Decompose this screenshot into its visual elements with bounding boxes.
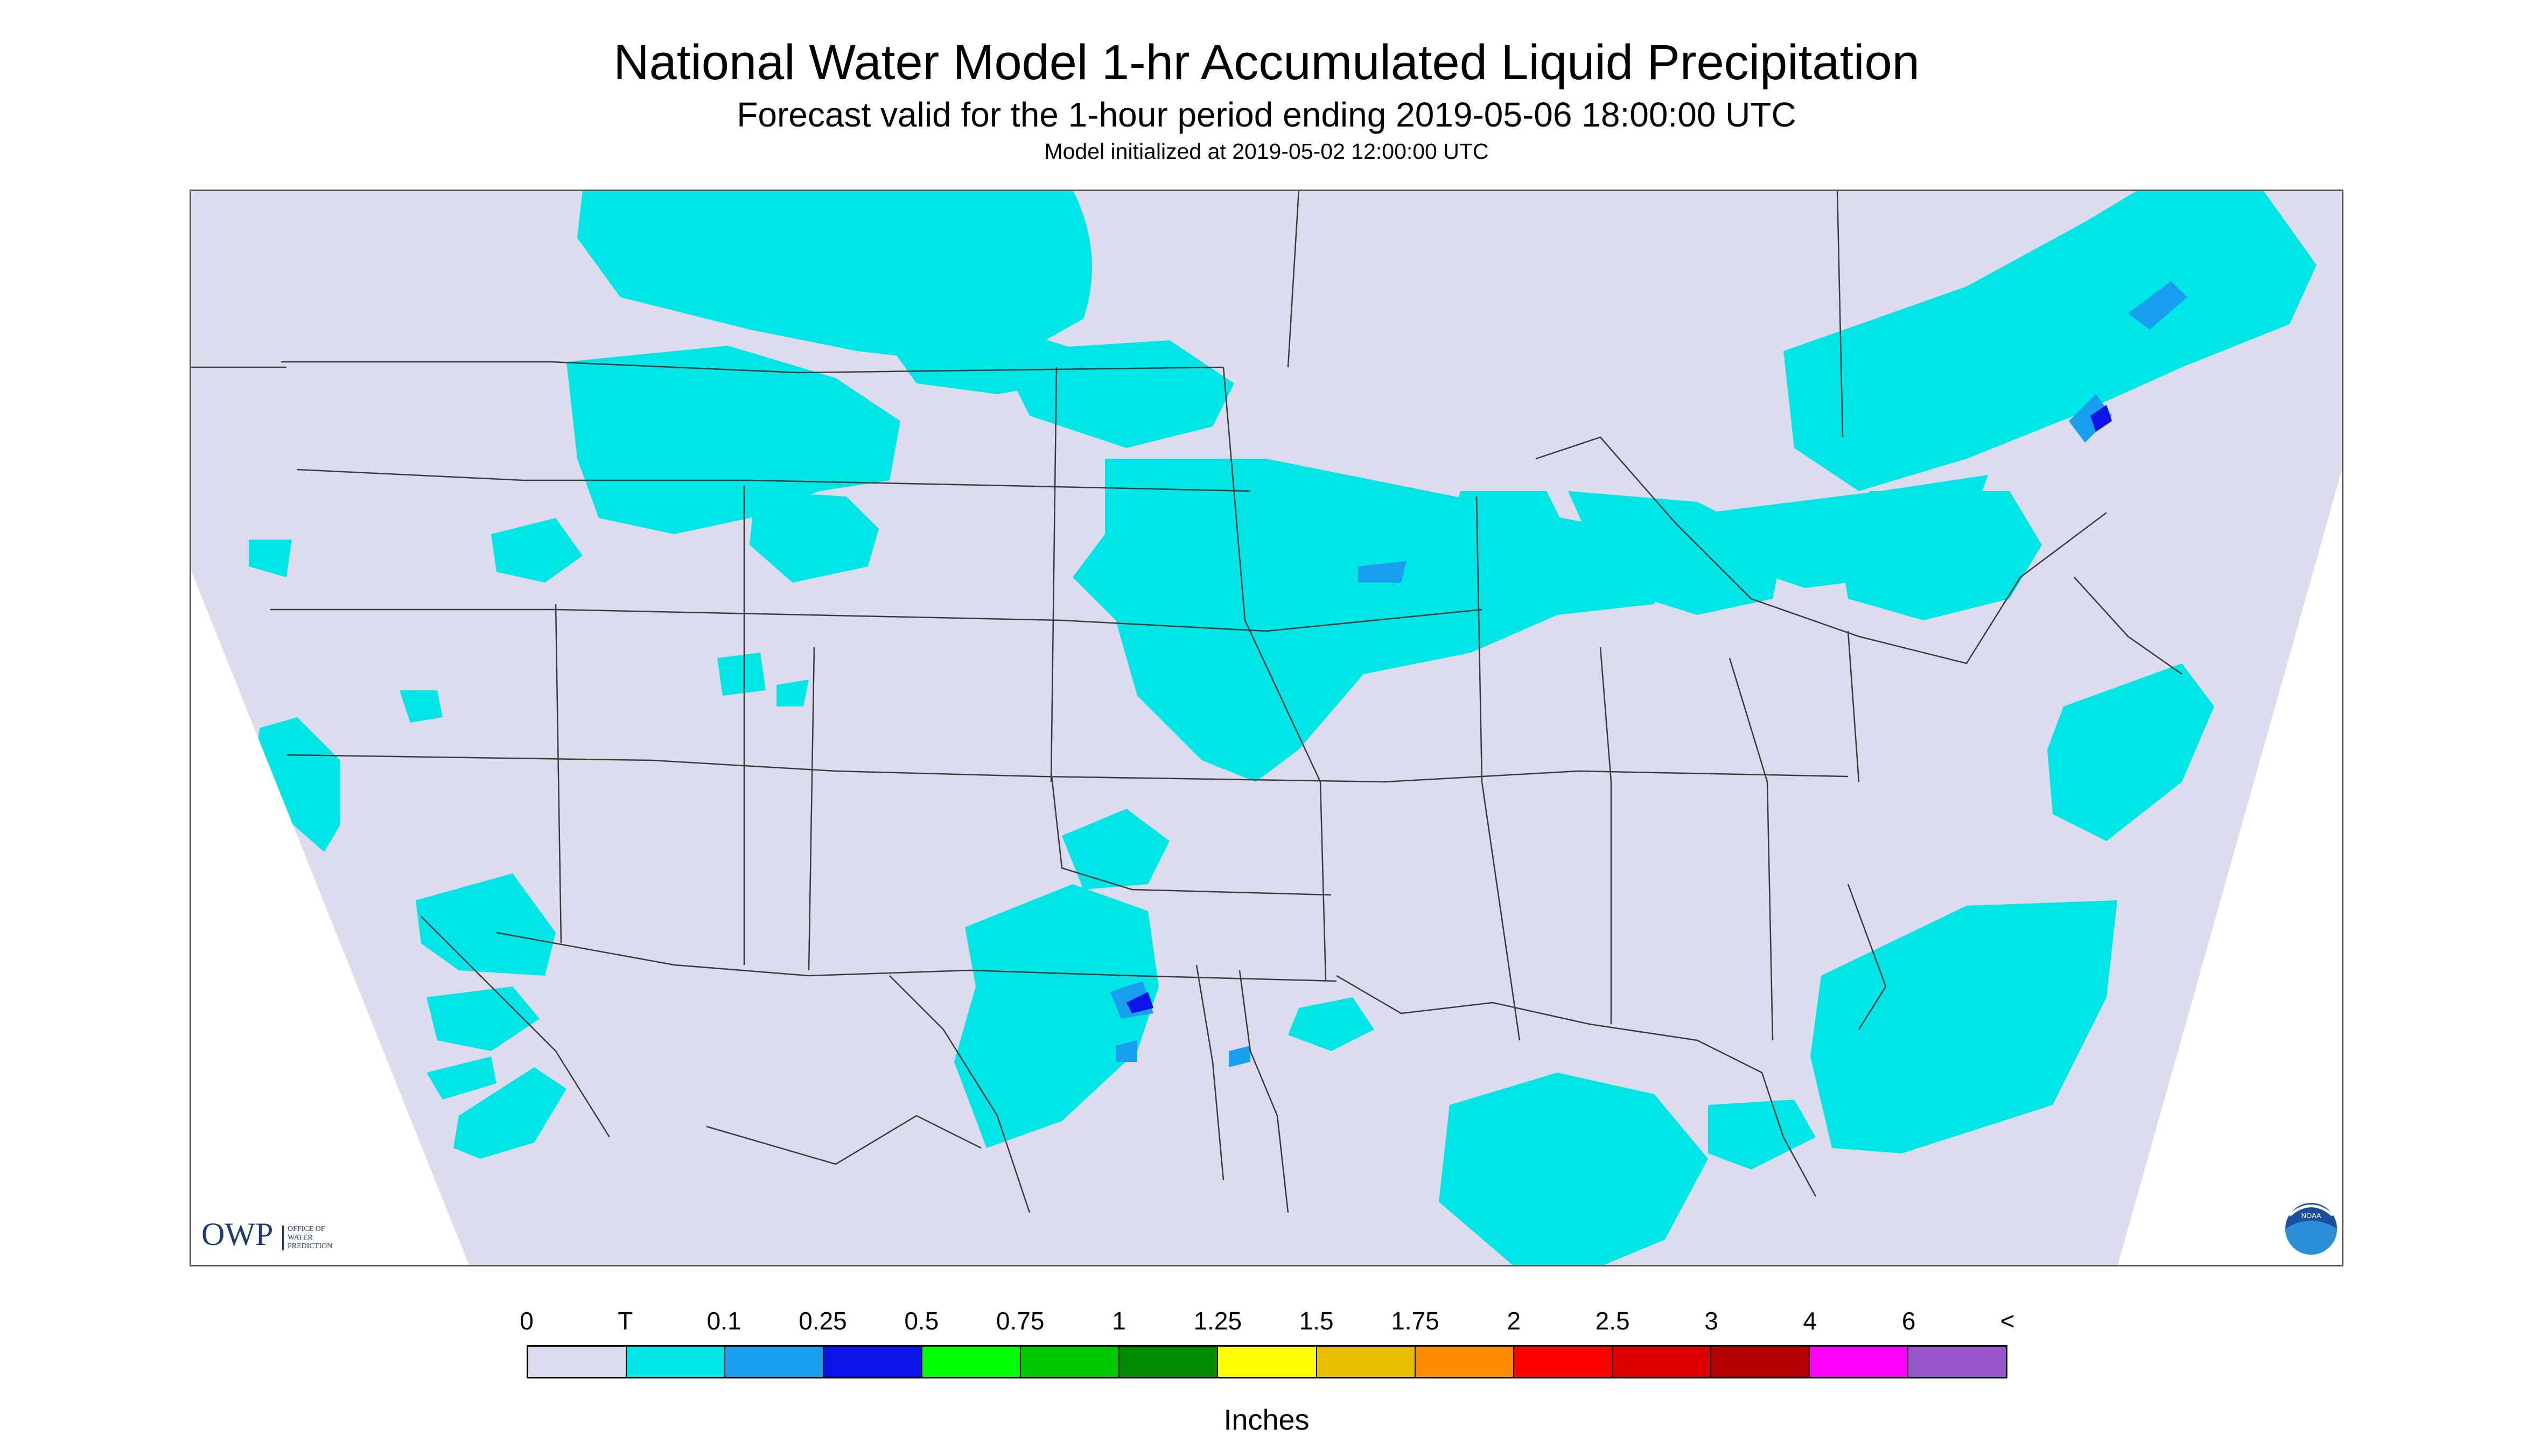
legend-swatch xyxy=(1514,1347,1613,1377)
legend-swatch xyxy=(922,1347,1021,1377)
legend-label: T xyxy=(618,1307,633,1335)
legend-label: 1.5 xyxy=(1299,1307,1334,1335)
legend-label: 1 xyxy=(1112,1307,1126,1335)
noaa-logo-text: NOAA xyxy=(2301,1212,2321,1220)
heavy-precip-areas xyxy=(1126,405,2112,1013)
legend-swatch xyxy=(1908,1347,2006,1377)
legend-labels: 0 T 0.1 0.25 0.5 0.75 1 1.25 1.5 1.75 2 2.5 3 4 6 < xyxy=(520,1306,2014,1345)
legend-swatch xyxy=(725,1347,824,1377)
legend-label: 0.75 xyxy=(996,1307,1045,1335)
state-borders xyxy=(190,190,2182,1213)
owp-logo-line3: PREDICTION xyxy=(288,1242,332,1250)
model-init-subtitle: Model initialized at 2019-05-02 12:00:00… xyxy=(1044,139,1489,164)
legend-swatch xyxy=(1711,1347,1810,1377)
legend-swatch xyxy=(1612,1347,1711,1377)
legend-label: 0.1 xyxy=(706,1307,741,1335)
legend-swatch xyxy=(1119,1347,1219,1377)
legend-swatch xyxy=(528,1347,627,1377)
legend-label: 2.5 xyxy=(1595,1307,1630,1335)
legend-label: 0 xyxy=(520,1307,534,1335)
legend-label: 1.25 xyxy=(1193,1307,1242,1335)
map-border xyxy=(190,190,2343,1266)
precipitation-areas xyxy=(249,190,2317,1266)
owp-logo-line2: WATER xyxy=(288,1234,313,1242)
legend-swatch xyxy=(1809,1347,1908,1377)
forecast-valid-subtitle: Forecast valid for the 1-hour period end… xyxy=(737,95,1796,134)
legend-label: 0.5 xyxy=(904,1307,939,1335)
legend-swatch xyxy=(1415,1347,1514,1377)
legend-label: 3 xyxy=(1704,1307,1718,1335)
owp-logo-line1: OFFICE OF xyxy=(288,1225,325,1233)
owp-logo-abbr: OWP xyxy=(201,1216,273,1252)
noaa-logo: NOAA xyxy=(2285,1203,2337,1255)
legend: 0 T 0.1 0.25 0.5 0.75 1 1.25 1.5 1.75 2 2.5 3 4 6 < xyxy=(520,1306,2014,1378)
legend-swatch xyxy=(1317,1347,1416,1377)
legend-label: 1.75 xyxy=(1391,1307,1439,1335)
light-precip-areas xyxy=(249,190,2317,1266)
legend-label: 4 xyxy=(1803,1307,1817,1335)
legend-label: 6 xyxy=(1901,1307,1916,1335)
legend-label: 0.25 xyxy=(799,1307,847,1335)
legend-swatch xyxy=(1021,1347,1120,1377)
legend-swatch xyxy=(1218,1347,1317,1377)
legend-swatch xyxy=(824,1347,923,1377)
owp-logo: OWP OFFICE OF WATER PREDICTION xyxy=(201,1216,332,1252)
precipitation-map: OWP OFFICE OF WATER PREDICTION NOAA xyxy=(190,190,2343,1266)
legend-units: Inches xyxy=(1223,1404,1310,1436)
legend-color-bar xyxy=(527,1345,2007,1378)
map-title: National Water Model 1-hr Accumulated Li… xyxy=(613,35,1920,90)
legend-label: < xyxy=(2000,1307,2015,1335)
legend-label: 2 xyxy=(1507,1307,1521,1335)
legend-swatch xyxy=(627,1347,726,1377)
